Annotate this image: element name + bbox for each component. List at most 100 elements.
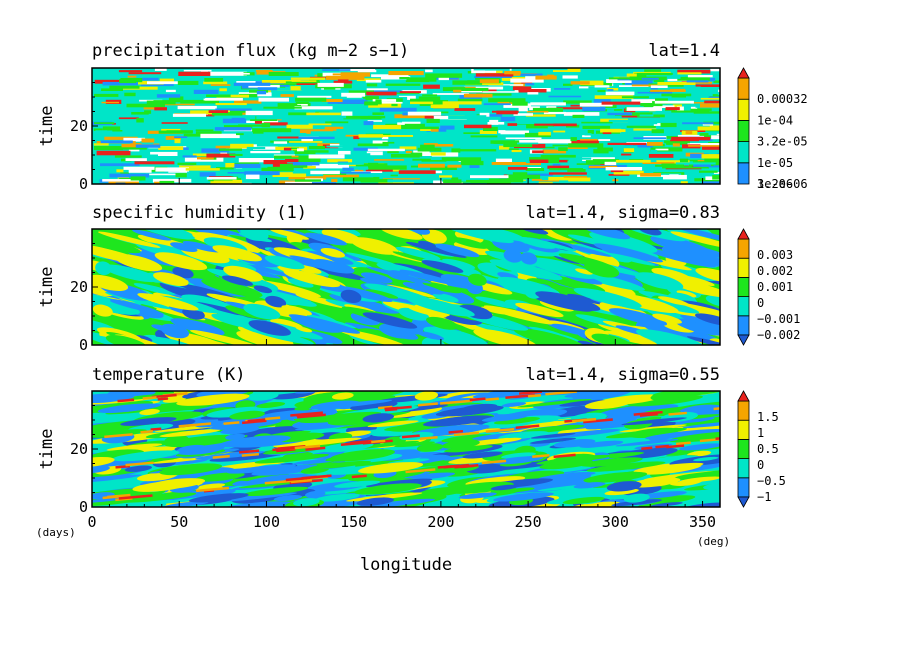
field-patch [308, 460, 371, 470]
field-patch [605, 167, 643, 171]
field-patch [168, 170, 188, 173]
field-patch [493, 492, 554, 502]
field-patch [201, 148, 230, 153]
field-patch [206, 177, 237, 180]
field-patch [204, 78, 224, 82]
field-patch [298, 157, 321, 163]
field-patch [635, 462, 704, 472]
field-patch [209, 71, 247, 76]
field-patch [397, 122, 405, 125]
field-patch [295, 97, 327, 102]
field-patch [686, 80, 709, 83]
field-patch [146, 100, 176, 105]
field-patch [556, 107, 590, 110]
field-patch [182, 155, 197, 158]
field-patch [442, 229, 514, 244]
field-patch [501, 402, 527, 407]
field-patch [251, 152, 268, 157]
field-patch [507, 123, 518, 126]
field-patch [229, 153, 243, 156]
field-patch [535, 139, 572, 144]
field-patch [510, 78, 544, 83]
field-patch [406, 77, 437, 82]
field-patch [500, 116, 516, 122]
field-patch [398, 307, 430, 321]
field-patch [245, 473, 317, 485]
field-patch [92, 304, 113, 317]
colorbar-label: 1 [757, 426, 764, 440]
field-patch [420, 144, 435, 149]
field-patch [583, 471, 648, 483]
field-patch [227, 464, 296, 474]
field-patch [503, 249, 523, 263]
field-patch [543, 149, 567, 154]
field-patch [558, 147, 568, 151]
field-patch [215, 108, 252, 112]
field-patch [159, 78, 174, 83]
field-band [485, 427, 515, 433]
field-patch [418, 163, 445, 168]
field-patch [529, 182, 553, 184]
panel-3-field [92, 391, 720, 507]
x-tick-label: 350 [689, 513, 716, 531]
field-patch [462, 451, 503, 459]
field-band [368, 439, 386, 444]
x-tick-label: 100 [253, 513, 280, 531]
field-patch [624, 80, 653, 85]
field-patch [170, 318, 225, 336]
field-patch [312, 182, 337, 184]
field-patch [294, 73, 320, 77]
x-tick-label: 50 [170, 513, 188, 531]
colorbar-segment [737, 419, 750, 440]
field-patch [535, 75, 557, 80]
field-patch [279, 164, 308, 168]
field-patch [372, 99, 397, 102]
field-patch [584, 261, 620, 278]
field-patch [130, 176, 146, 181]
field-patch [464, 124, 492, 129]
field-patch [637, 144, 653, 148]
colorbar-label: 3.2e-05 [757, 135, 808, 149]
field-patch [124, 92, 136, 97]
field-band [385, 405, 412, 411]
field-patch [537, 471, 596, 481]
field-patch [374, 159, 405, 161]
field-patch [579, 440, 624, 448]
field-patch [410, 152, 423, 157]
field-patch [562, 75, 578, 79]
field-patch [117, 177, 129, 179]
field-patch [583, 181, 590, 184]
field-patch [588, 165, 618, 169]
field-patch [665, 107, 680, 111]
field-patch [128, 169, 152, 173]
field-patch [637, 91, 673, 94]
field-patch [664, 140, 690, 144]
field-patch [650, 85, 668, 88]
field-patch [634, 272, 684, 290]
field-patch [708, 96, 720, 99]
field-patch [232, 162, 254, 165]
field-band [553, 453, 576, 459]
field-patch [462, 133, 492, 136]
y-tick-label: 20 [70, 440, 88, 458]
y-tick-label: 0 [79, 336, 88, 354]
field-patch [101, 101, 119, 104]
field-patch [718, 89, 720, 93]
field-patch [512, 101, 528, 106]
field-patch [195, 129, 214, 132]
field-patch [687, 143, 720, 147]
colorbar-segment [737, 296, 750, 317]
field-patch [454, 108, 476, 111]
field-patch [513, 81, 525, 87]
field-patch [497, 101, 513, 104]
field-patch [688, 145, 720, 147]
field-patch [475, 296, 519, 309]
field-patch [294, 179, 321, 182]
colorbar-label: 0.001 [757, 280, 793, 294]
field-patch [642, 173, 682, 175]
field-patch [656, 160, 690, 164]
field-patch [626, 73, 637, 77]
field-patch [507, 174, 541, 179]
field-patch [338, 150, 351, 155]
field-patch [256, 78, 269, 81]
